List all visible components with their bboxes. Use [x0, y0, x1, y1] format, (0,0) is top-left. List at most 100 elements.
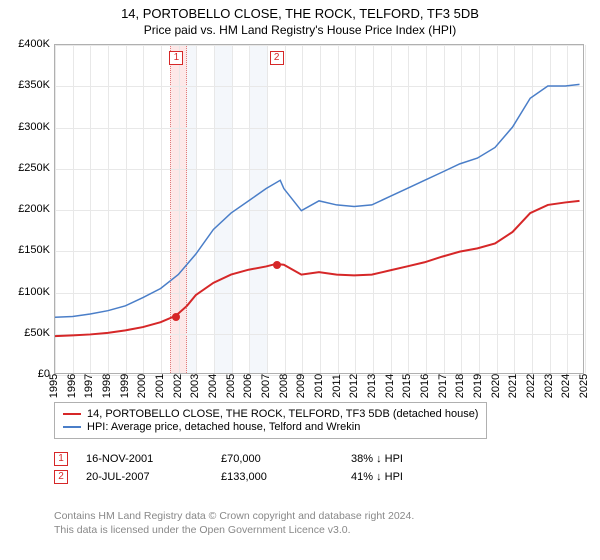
grid-line-v: [497, 45, 498, 373]
x-axis-label: 2014: [384, 374, 396, 398]
y-axis-label: £350K: [10, 79, 50, 91]
x-axis-label: 2024: [560, 374, 572, 398]
grid-line-v: [126, 45, 127, 373]
page-title: 14, PORTOBELLO CLOSE, THE ROCK, TELFORD,…: [0, 6, 600, 21]
x-axis-label: 2001: [154, 374, 166, 398]
x-axis-label: 2016: [419, 374, 431, 398]
grid-line-h: [55, 293, 583, 294]
grid-line-v: [479, 45, 480, 373]
x-axis-label: 2009: [295, 374, 307, 398]
legend-row: 14, PORTOBELLO CLOSE, THE ROCK, TELFORD,…: [63, 408, 478, 420]
y-axis-label: £400K: [10, 38, 50, 50]
transaction-dot: [172, 313, 180, 321]
x-axis-label: 2022: [525, 374, 537, 398]
x-axis-label: 2003: [189, 374, 201, 398]
x-axis-label: 2017: [437, 374, 449, 398]
grid-line-v: [444, 45, 445, 373]
chart-marker: 1: [169, 51, 183, 65]
x-axis-label: 1999: [119, 374, 131, 398]
x-axis-label: 1997: [83, 374, 95, 398]
y-axis-label: £300K: [10, 121, 50, 133]
grid-line-v: [214, 45, 215, 373]
transaction-date: 20-JUL-2007: [86, 471, 221, 483]
x-axis-label: 2013: [366, 374, 378, 398]
legend-label: HPI: Average price, detached house, Telf…: [87, 421, 360, 433]
grid-line-v: [426, 45, 427, 373]
grid-line-v: [302, 45, 303, 373]
alt-band: [249, 45, 267, 373]
x-axis-label: 2025: [578, 374, 590, 398]
y-axis-label: £50K: [10, 327, 50, 339]
x-axis-label: 2002: [172, 374, 184, 398]
x-axis-label: 1995: [48, 374, 60, 398]
series-hpi: [55, 84, 580, 317]
grid-line-v: [514, 45, 515, 373]
x-axis-label: 1996: [66, 374, 78, 398]
legend-swatch: [63, 426, 81, 428]
x-axis-label: 2012: [348, 374, 360, 398]
grid-line-v: [108, 45, 109, 373]
grid-line-v: [550, 45, 551, 373]
transaction-pct: 41% ↓ HPI: [351, 471, 501, 483]
y-axis-label: £200K: [10, 203, 50, 215]
grid-line-v: [373, 45, 374, 373]
y-axis-label: £100K: [10, 286, 50, 298]
grid-line-v: [55, 45, 56, 373]
legend: 14, PORTOBELLO CLOSE, THE ROCK, TELFORD,…: [54, 402, 487, 439]
x-axis-label: 2006: [242, 374, 254, 398]
grid-line-v: [232, 45, 233, 373]
x-axis-label: 2011: [331, 374, 343, 398]
footer-line-2: This data is licensed under the Open Gov…: [54, 524, 414, 538]
series-property: [55, 201, 580, 336]
legend-row: HPI: Average price, detached house, Telf…: [63, 421, 478, 433]
x-axis-label: 2019: [472, 374, 484, 398]
grid-line-v: [249, 45, 250, 373]
x-axis-label: 2004: [207, 374, 219, 398]
grid-line-h: [55, 334, 583, 335]
alt-band: [214, 45, 232, 373]
grid-line-v: [285, 45, 286, 373]
transaction-dot: [273, 261, 281, 269]
transaction-row: 220-JUL-2007£133,00041% ↓ HPI: [54, 470, 501, 484]
grid-line-h: [55, 169, 583, 170]
y-axis-label: £250K: [10, 162, 50, 174]
footer-line-1: Contains HM Land Registry data © Crown c…: [54, 510, 414, 524]
grid-line-v: [73, 45, 74, 373]
plot-area: 12: [54, 44, 584, 374]
grid-line-v: [532, 45, 533, 373]
grid-line-v: [90, 45, 91, 373]
grid-line-h: [55, 128, 583, 129]
chart: 12 £0£50K£100K£150K£200K£250K£300K£350K£…: [10, 44, 590, 394]
grid-line-v: [143, 45, 144, 373]
legend-label: 14, PORTOBELLO CLOSE, THE ROCK, TELFORD,…: [87, 408, 478, 420]
grid-line-v: [196, 45, 197, 373]
transaction-pct: 38% ↓ HPI: [351, 453, 501, 465]
grid-line-h: [55, 86, 583, 87]
grid-line-v: [408, 45, 409, 373]
grid-line-v: [267, 45, 268, 373]
x-axis-label: 2008: [278, 374, 290, 398]
grid-line-v: [320, 45, 321, 373]
x-axis-label: 2021: [507, 374, 519, 398]
x-axis-label: 2000: [136, 374, 148, 398]
legend-swatch: [63, 413, 81, 415]
grid-line-v: [585, 45, 586, 373]
y-axis-label: £150K: [10, 244, 50, 256]
grid-line-v: [161, 45, 162, 373]
grid-line-v: [338, 45, 339, 373]
x-axis-label: 2020: [490, 374, 502, 398]
page-subtitle: Price paid vs. HM Land Registry's House …: [0, 23, 600, 37]
grid-line-v: [391, 45, 392, 373]
transactions-table: 1 16-NOV-2001£70,00038% ↓ HPI 220-JUL-2007…: [54, 448, 501, 488]
x-axis-label: 2005: [225, 374, 237, 398]
x-axis-label: 2015: [401, 374, 413, 398]
x-axis-label: 1998: [101, 374, 113, 398]
footer: Contains HM Land Registry data © Crown c…: [54, 510, 414, 537]
transaction-price: £70,000: [221, 453, 351, 465]
transaction-marker: 1: [54, 452, 68, 466]
x-axis-label: 2007: [260, 374, 272, 398]
x-axis-label: 2010: [313, 374, 325, 398]
grid-line-h: [55, 210, 583, 211]
transaction-date: 16-NOV-2001: [86, 453, 221, 465]
grid-line-v: [567, 45, 568, 373]
